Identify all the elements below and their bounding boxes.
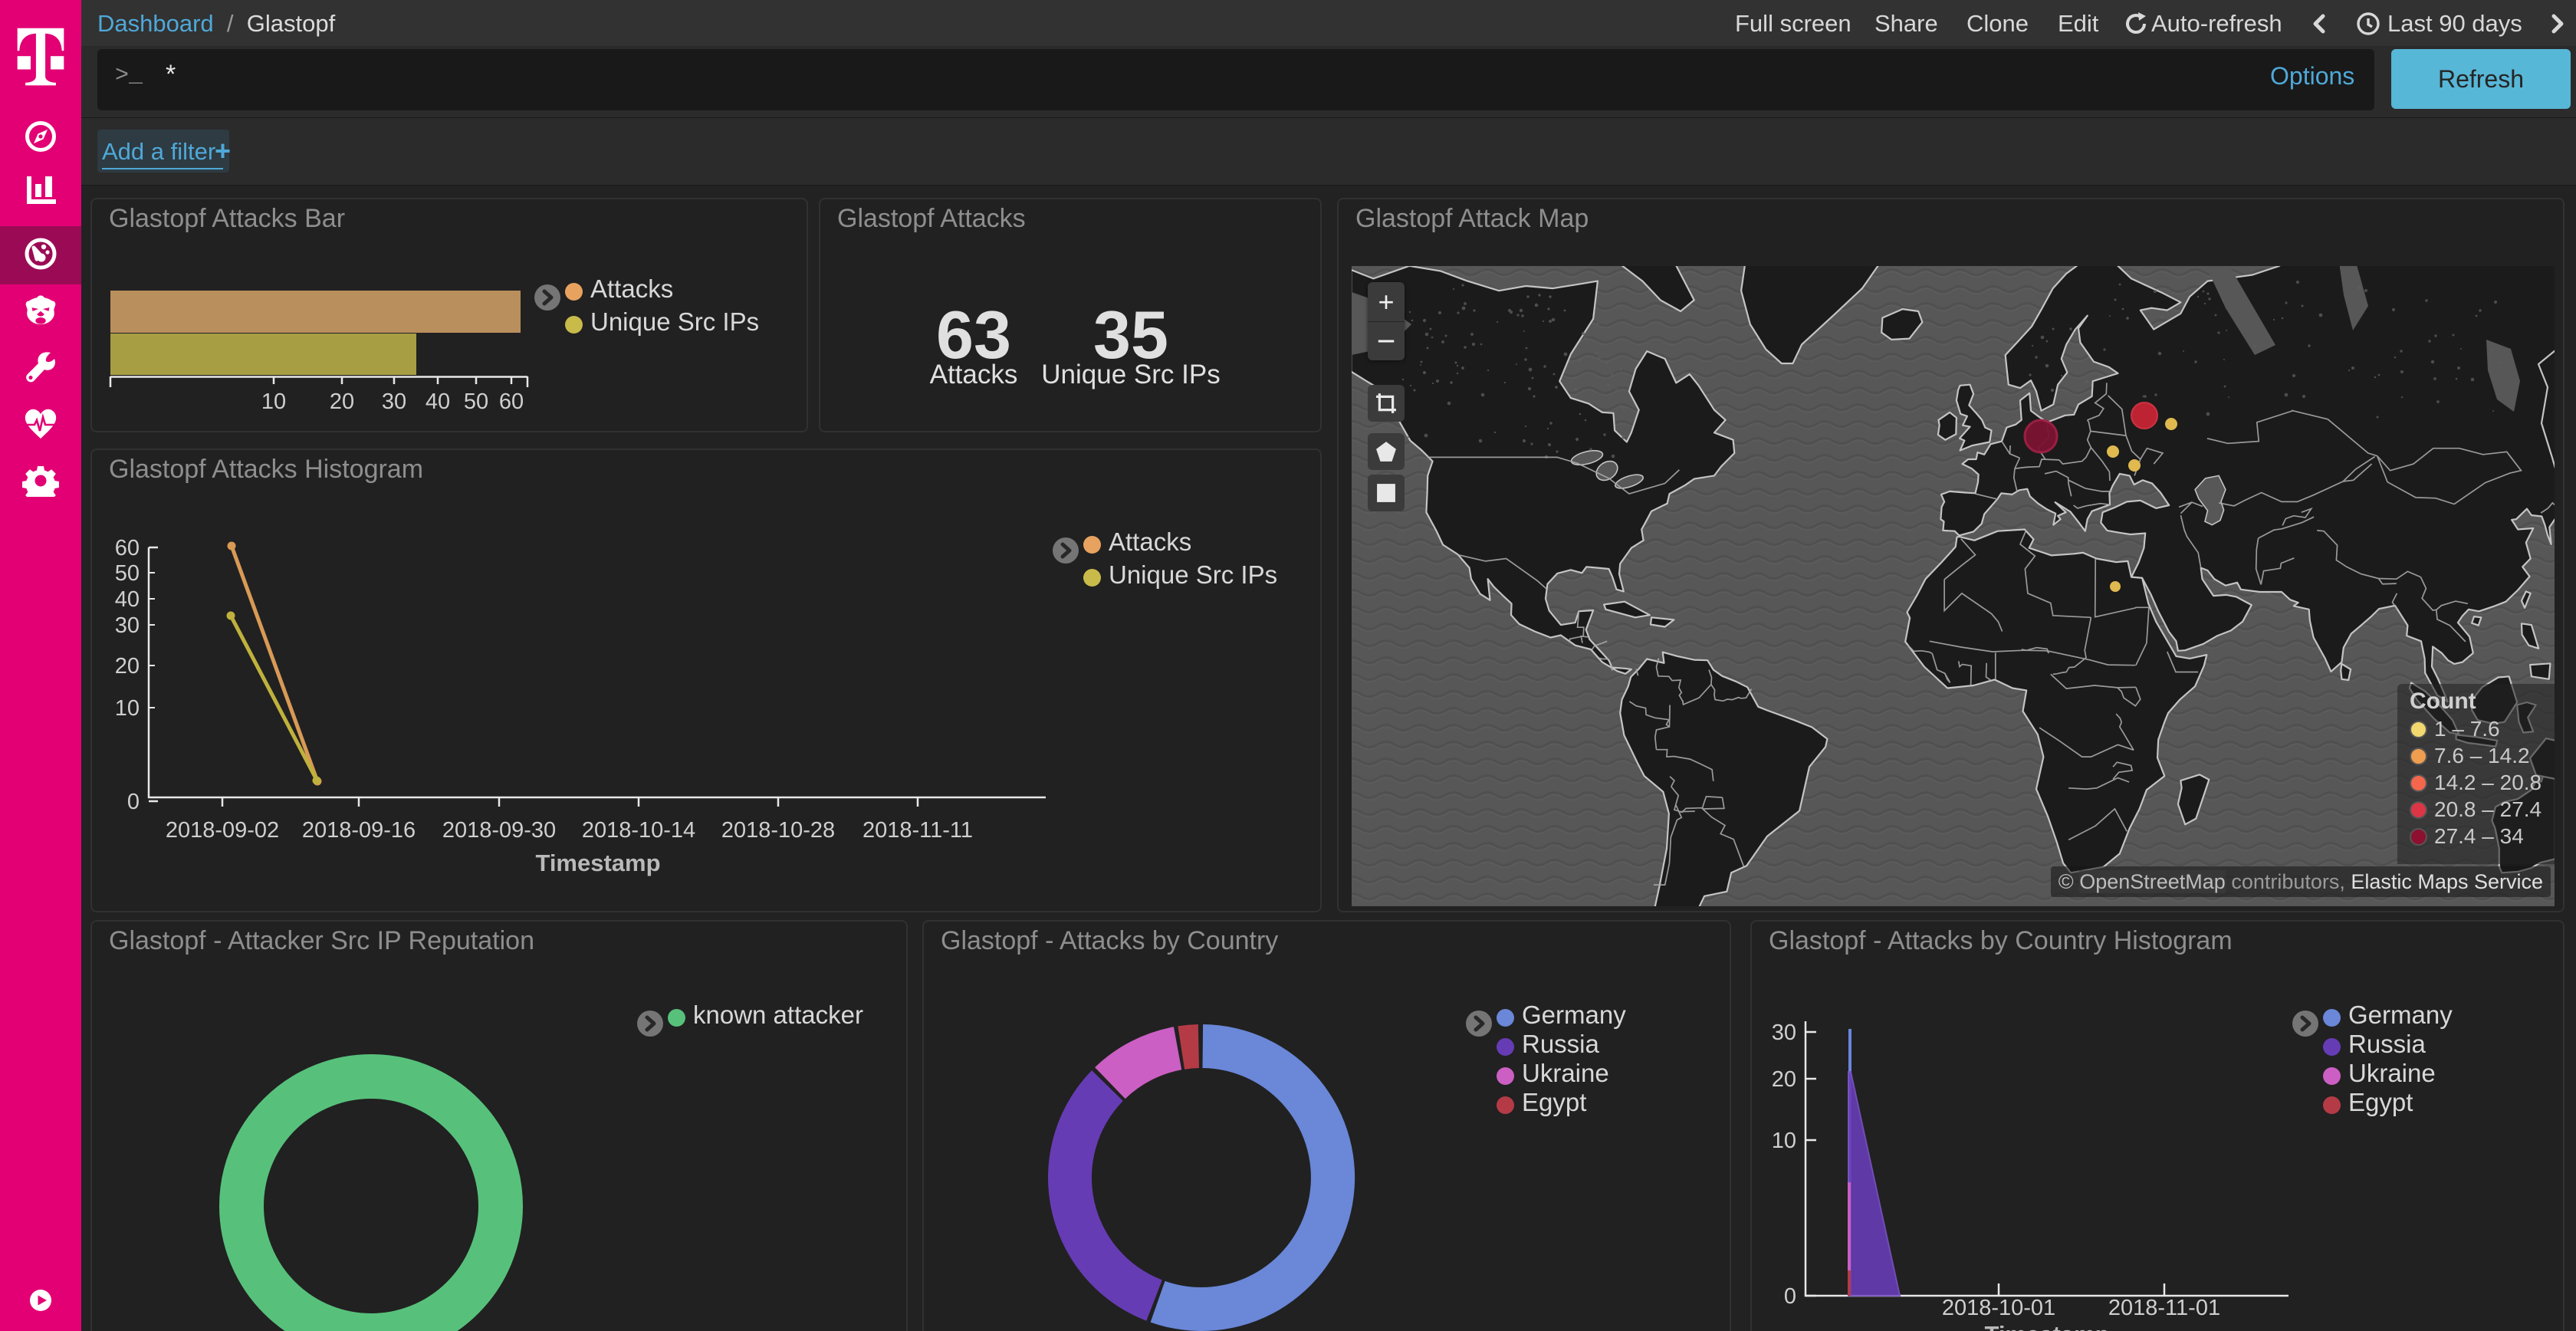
svg-text:20: 20	[115, 654, 140, 679]
svg-text:10: 10	[115, 696, 140, 721]
svg-text:10: 10	[261, 389, 286, 414]
svg-text:40: 40	[426, 389, 450, 414]
svg-text:2018-10-01: 2018-10-01	[1942, 1296, 2055, 1320]
svg-text:0: 0	[127, 790, 140, 814]
svg-text:Timestamp: Timestamp	[535, 850, 660, 876]
svg-text:30: 30	[1772, 1020, 1796, 1045]
svg-text:2018-09-02: 2018-09-02	[166, 818, 279, 843]
svg-text:20: 20	[1772, 1067, 1796, 1092]
svg-text:50: 50	[115, 561, 140, 586]
svg-text:2018-10-14: 2018-10-14	[582, 818, 695, 843]
svg-text:50: 50	[464, 389, 488, 414]
svg-text:60: 60	[115, 536, 140, 560]
svg-text:30: 30	[382, 389, 406, 414]
svg-text:2018-11-11: 2018-11-11	[863, 818, 973, 843]
svg-text:2018-09-30: 2018-09-30	[442, 818, 556, 843]
svg-text:Timestamp: Timestamp	[1984, 1321, 2109, 1331]
svg-text:40: 40	[115, 587, 140, 612]
svg-text:10: 10	[1772, 1129, 1796, 1153]
svg-text:0: 0	[1784, 1284, 1796, 1309]
svg-text:2018-11-01: 2018-11-01	[2108, 1296, 2220, 1320]
svg-text:20: 20	[330, 389, 354, 414]
svg-text:2018-09-16: 2018-09-16	[302, 818, 416, 843]
svg-text:60: 60	[499, 389, 524, 414]
svg-text:30: 30	[115, 613, 140, 638]
svg-text:2018-10-28: 2018-10-28	[721, 818, 835, 843]
